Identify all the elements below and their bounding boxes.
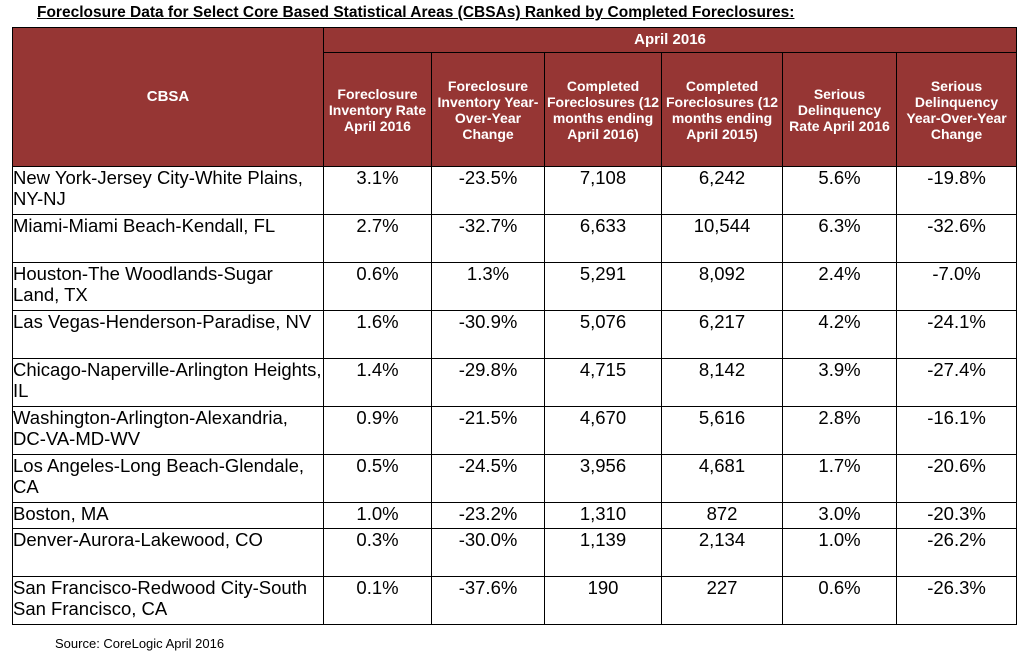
table-row: Denver-Aurora-Lakewood, CO 0.3% -30.0% 1… bbox=[12, 528, 1018, 577]
table-row: Washington-Arlington-Alexandria, DC-VA-M… bbox=[12, 406, 1018, 455]
cell-completed-2015: 4,681 bbox=[661, 454, 783, 503]
cell-delinquency-yoy: -7.0% bbox=[895, 262, 1018, 311]
cell-inventory-yoy: -29.8% bbox=[431, 358, 545, 407]
cell-completed-2016: 6,633 bbox=[544, 214, 662, 263]
cell-inventory-rate: 0.6% bbox=[323, 262, 432, 311]
table-row: Las Vegas-Henderson-Paradise, NV 1.6% -3… bbox=[12, 310, 1018, 359]
foreclosure-table: CBSA April 2016 Foreclosure Inventory Ra… bbox=[12, 27, 1018, 625]
cell-completed-2016: 4,670 bbox=[544, 406, 662, 455]
cell-cbsa: Denver-Aurora-Lakewood, CO bbox=[12, 528, 324, 577]
column-header-completed-2016: Completed Foreclosures (12 months ending… bbox=[544, 52, 662, 167]
cell-completed-2016: 5,076 bbox=[544, 310, 662, 359]
header-row-period: CBSA April 2016 bbox=[12, 27, 1018, 167]
cell-delinquency-yoy: -24.1% bbox=[895, 310, 1018, 359]
cell-inventory-rate: 3.1% bbox=[323, 166, 432, 215]
cell-delinquency-rate: 6.3% bbox=[782, 214, 897, 263]
cell-cbsa: Houston-The Woodlands-Sugar Land, TX bbox=[12, 262, 324, 311]
cell-delinquency-yoy: -32.6% bbox=[895, 214, 1018, 263]
cell-inventory-rate: 0.3% bbox=[323, 528, 432, 577]
cell-completed-2015: 8,092 bbox=[661, 262, 783, 311]
cell-delinquency-rate: 2.8% bbox=[782, 406, 897, 455]
cell-inventory-rate: 1.0% bbox=[323, 502, 432, 529]
cell-delinquency-rate: 3.9% bbox=[782, 358, 897, 407]
cell-delinquency-yoy: -26.3% bbox=[895, 576, 1018, 625]
cell-cbsa: Chicago-Naperville-Arlington Heights, IL bbox=[12, 358, 324, 407]
cell-cbsa: Las Vegas-Henderson-Paradise, NV bbox=[12, 310, 324, 359]
cell-inventory-yoy: 1.3% bbox=[431, 262, 545, 311]
cell-completed-2015: 5,616 bbox=[661, 406, 783, 455]
column-header-cbsa: CBSA bbox=[12, 27, 324, 167]
table-row: Miami-Miami Beach-Kendall, FL 2.7% -32.7… bbox=[12, 214, 1018, 263]
cell-inventory-yoy: -32.7% bbox=[431, 214, 545, 263]
cell-completed-2015: 8,142 bbox=[661, 358, 783, 407]
cell-completed-2016: 4,715 bbox=[544, 358, 662, 407]
cell-cbsa: Boston, MA bbox=[12, 502, 324, 529]
cell-delinquency-rate: 1.0% bbox=[782, 528, 897, 577]
cell-completed-2016: 5,291 bbox=[544, 262, 662, 311]
table-row: Boston, MA 1.0% -23.2% 1,310 872 3.0% -2… bbox=[12, 502, 1018, 529]
cell-inventory-rate: 1.6% bbox=[323, 310, 432, 359]
table-row: Los Angeles-Long Beach-Glendale, CA 0.5%… bbox=[12, 454, 1018, 503]
page-title: Foreclosure Data for Select Core Based S… bbox=[37, 4, 795, 21]
cell-inventory-rate: 0.9% bbox=[323, 406, 432, 455]
cell-cbsa: Los Angeles-Long Beach-Glendale, CA bbox=[12, 454, 324, 503]
cell-delinquency-rate: 0.6% bbox=[782, 576, 897, 625]
cell-inventory-yoy: -23.2% bbox=[431, 502, 545, 529]
column-header-inventory-yoy: Foreclosure Inventory Year-Over-Year Cha… bbox=[431, 52, 545, 167]
cell-inventory-rate: 0.1% bbox=[323, 576, 432, 625]
cell-inventory-yoy: -23.5% bbox=[431, 166, 545, 215]
cell-completed-2015: 6,217 bbox=[661, 310, 783, 359]
source-note: Source: CoreLogic April 2016 bbox=[55, 636, 225, 651]
cell-completed-2015: 2,134 bbox=[661, 528, 783, 577]
cell-completed-2016: 190 bbox=[544, 576, 662, 625]
cell-inventory-rate: 2.7% bbox=[323, 214, 432, 263]
header-row-columns: Foreclosure Inventory Rate April 2016 Fo… bbox=[13, 52, 1018, 167]
cell-delinquency-rate: 3.0% bbox=[782, 502, 897, 529]
cell-delinquency-yoy: -20.3% bbox=[895, 502, 1018, 529]
cell-inventory-yoy: -37.6% bbox=[431, 576, 545, 625]
cell-completed-2015: 10,544 bbox=[661, 214, 783, 263]
cell-delinquency-rate: 2.4% bbox=[782, 262, 897, 311]
cell-inventory-yoy: -24.5% bbox=[431, 454, 545, 503]
cell-inventory-yoy: -30.9% bbox=[431, 310, 545, 359]
cell-delinquency-rate: 4.2% bbox=[782, 310, 897, 359]
cell-inventory-yoy: -30.0% bbox=[431, 528, 545, 577]
cell-cbsa: Miami-Miami Beach-Kendall, FL bbox=[12, 214, 324, 263]
cell-inventory-yoy: -21.5% bbox=[431, 406, 545, 455]
cell-cbsa: San Francisco-Redwood City-South San Fra… bbox=[12, 576, 324, 625]
column-header-inventory-rate: Foreclosure Inventory Rate April 2016 bbox=[323, 52, 432, 167]
cell-delinquency-yoy: -20.6% bbox=[895, 454, 1018, 503]
cell-completed-2016: 3,956 bbox=[544, 454, 662, 503]
cell-completed-2015: 227 bbox=[661, 576, 783, 625]
table-row: San Francisco-Redwood City-South San Fra… bbox=[12, 576, 1018, 625]
cell-cbsa: New York-Jersey City-White Plains, NY-NJ bbox=[12, 166, 324, 215]
cell-cbsa: Washington-Arlington-Alexandria, DC-VA-M… bbox=[12, 406, 324, 455]
cell-delinquency-yoy: -16.1% bbox=[895, 406, 1018, 455]
table-row: Chicago-Naperville-Arlington Heights, IL… bbox=[12, 358, 1018, 407]
column-header-delinquency-yoy: Serious Delinquency Year-Over-Year Chang… bbox=[895, 52, 1018, 167]
cell-delinquency-rate: 5.6% bbox=[782, 166, 897, 215]
column-header-period: April 2016 bbox=[322, 27, 1018, 53]
cell-completed-2016: 1,310 bbox=[544, 502, 662, 529]
cell-completed-2015: 6,242 bbox=[661, 166, 783, 215]
cell-completed-2016: 1,139 bbox=[544, 528, 662, 577]
cell-delinquency-yoy: -27.4% bbox=[895, 358, 1018, 407]
cell-inventory-rate: 0.5% bbox=[323, 454, 432, 503]
table-row: Houston-The Woodlands-Sugar Land, TX 0.6… bbox=[12, 262, 1018, 311]
cell-delinquency-yoy: -19.8% bbox=[895, 166, 1018, 215]
cell-completed-2016: 7,108 bbox=[544, 166, 662, 215]
column-header-delinquency-rate: Serious Delinquency Rate April 2016 bbox=[782, 52, 897, 167]
cell-delinquency-rate: 1.7% bbox=[782, 454, 897, 503]
cell-inventory-rate: 1.4% bbox=[323, 358, 432, 407]
cell-delinquency-yoy: -26.2% bbox=[895, 528, 1018, 577]
table-row: New York-Jersey City-White Plains, NY-NJ… bbox=[12, 166, 1018, 215]
cell-completed-2015: 872 bbox=[661, 502, 783, 529]
column-header-completed-2015: Completed Foreclosures (12 months ending… bbox=[661, 52, 783, 167]
